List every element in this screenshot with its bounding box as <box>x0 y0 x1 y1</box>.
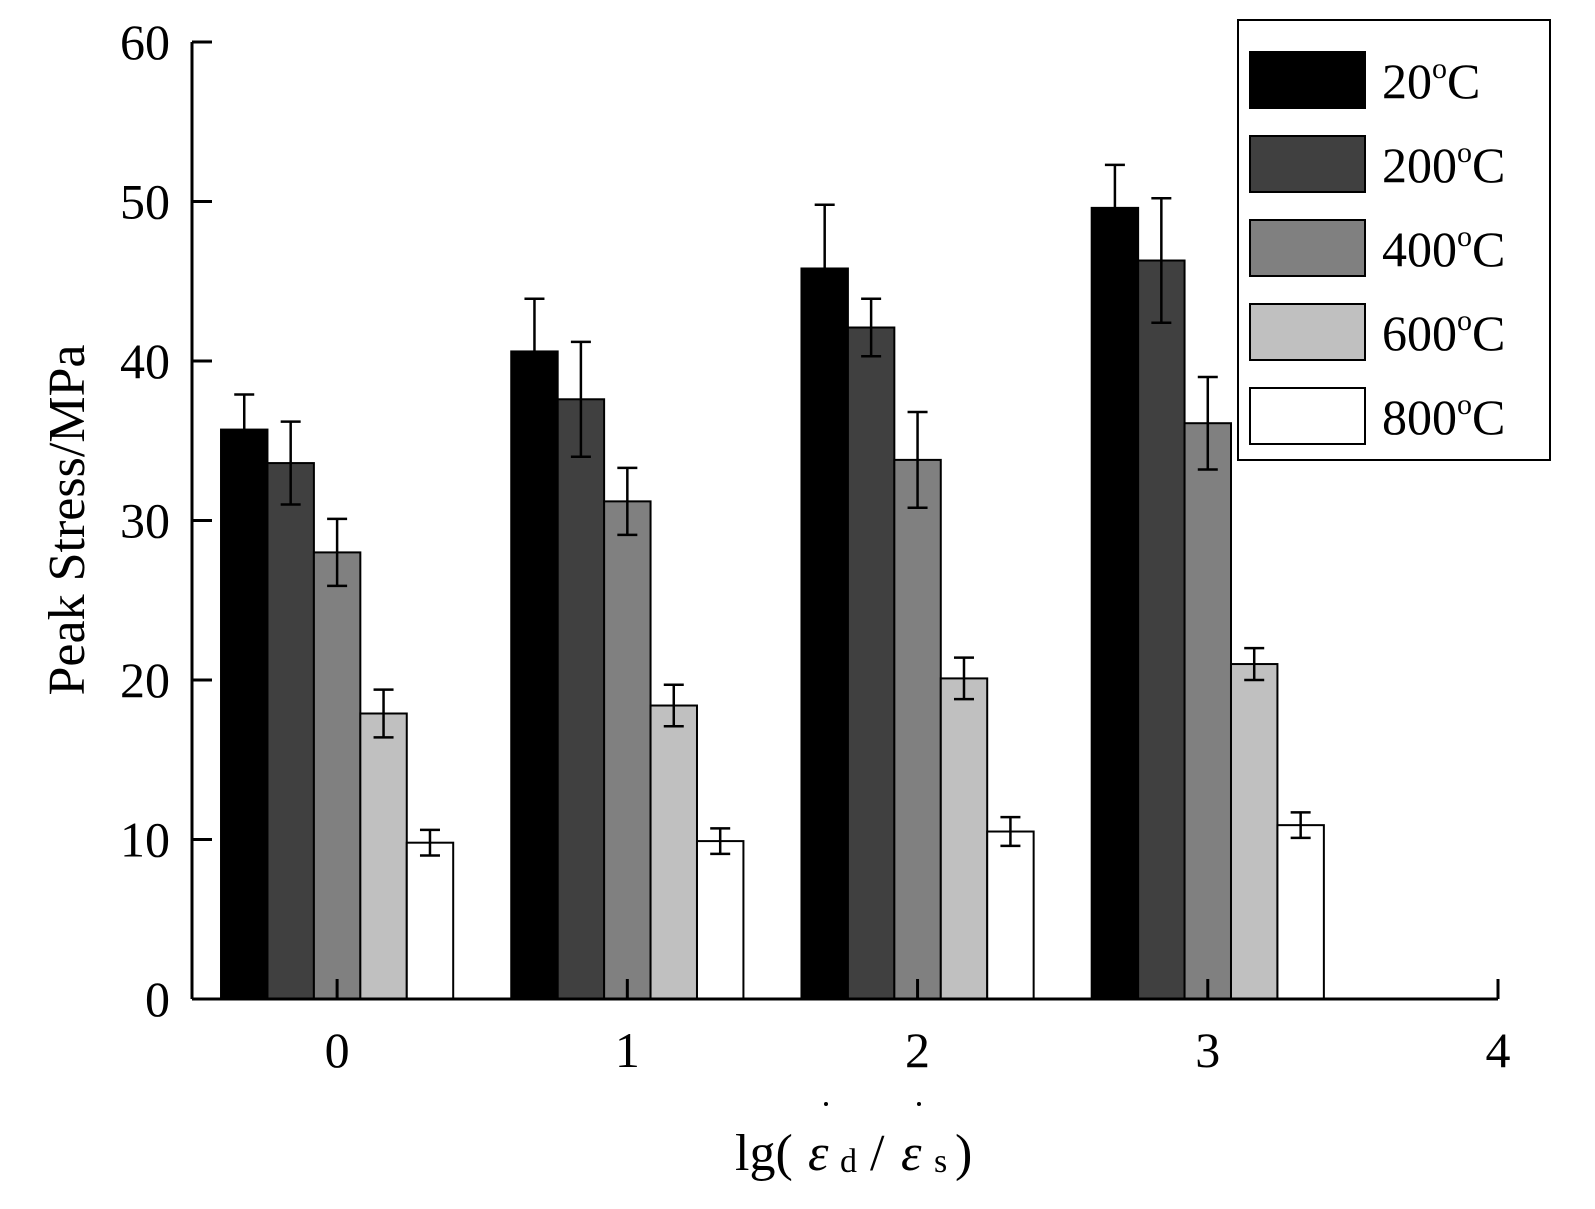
error-bar-200-2 <box>861 297 882 358</box>
error-bar-200-1 <box>570 340 591 458</box>
error-bar-800-2 <box>1000 815 1021 848</box>
bar-400-1 <box>603 500 652 1000</box>
bar-400-0 <box>312 551 362 1001</box>
x-label-denominator-symbol: ε <box>901 1125 922 1182</box>
error-bar-200-3 <box>1151 197 1172 324</box>
bar-400-2 <box>893 458 942 1000</box>
bar-20-1 <box>510 350 559 1000</box>
error-bar-400-3 <box>1197 375 1218 471</box>
error-bar-800-3 <box>1290 811 1311 840</box>
y-axis-label: Peak Stress/MPa <box>39 345 96 696</box>
error-bar-20-1 <box>524 297 545 406</box>
y-tick-label-30: 30 <box>120 493 170 549</box>
error-bar-400-2 <box>907 410 928 509</box>
legend-label-200: 200oC <box>1382 136 1505 193</box>
y-tick-label-0: 0 <box>145 971 170 1027</box>
error-bar-600-3 <box>1244 646 1265 682</box>
y-tick-label-10: 10 <box>120 812 170 868</box>
bar-800-1 <box>695 840 745 1000</box>
error-bar-600-2 <box>953 656 974 701</box>
bar-600-3 <box>1229 663 1279 1000</box>
x-tick-label-4: 4 <box>1486 1022 1511 1078</box>
bar-20-3 <box>1090 206 1140 1000</box>
legend-swatch-400 <box>1249 219 1366 277</box>
x-label-numerator-dot <box>824 1102 828 1106</box>
error-bar-200-0 <box>280 420 301 506</box>
bar-20-0 <box>220 428 269 1000</box>
x-axis-label: lg( ε d / ε s ) <box>735 1102 972 1182</box>
legend-label-800: 800oC <box>1382 388 1505 445</box>
x-label-denominator-subscript: s <box>934 1143 947 1180</box>
legend: 20oC 200oC 400oC 600oC 800oC <box>1237 19 1551 461</box>
x-tick-label-2: 2 <box>905 1022 930 1078</box>
y-tick-label-40: 40 <box>120 333 170 389</box>
y-tick-label-50: 50 <box>120 174 170 230</box>
y-tick-label-20: 20 <box>120 652 170 708</box>
x-tick-label-1: 1 <box>615 1022 640 1078</box>
error-bar-20-0 <box>234 393 255 466</box>
error-bar-600-0 <box>373 688 394 739</box>
error-bar-800-1 <box>710 827 731 856</box>
x-label-numerator-symbol: ε <box>808 1125 829 1182</box>
x-label-suffix: ) <box>955 1125 972 1182</box>
x-label-separator: / <box>870 1125 885 1182</box>
error-bars-layer <box>234 163 1311 857</box>
x-label-denominator-dot <box>917 1102 921 1106</box>
bar-200-0 <box>266 462 315 1000</box>
error-bar-400-0 <box>327 517 348 588</box>
legend-swatch-200 <box>1249 135 1366 193</box>
legend-label-400: 400oC <box>1382 220 1505 277</box>
bar-600-0 <box>359 712 408 1000</box>
bar-200-1 <box>556 398 606 1000</box>
bar-800-0 <box>405 841 455 1000</box>
error-bar-400-1 <box>617 466 638 537</box>
x-tick-label-3: 3 <box>1195 1022 1220 1078</box>
bar-800-2 <box>986 830 1035 1001</box>
x-ticks: 0 1 2 3 4 <box>325 979 1511 1078</box>
bar-800-3 <box>1276 824 1325 1001</box>
bar-200-2 <box>846 326 896 1000</box>
y-tick-label-60: 60 <box>120 14 170 70</box>
x-tick-label-0: 0 <box>325 1022 350 1078</box>
bar-600-2 <box>939 677 989 1001</box>
x-label-prefix: lg( <box>735 1125 793 1182</box>
bar-20-2 <box>800 267 849 1000</box>
error-bar-600-1 <box>663 683 684 728</box>
bar-200-3 <box>1137 259 1186 1000</box>
bar-400-3 <box>1183 422 1232 1000</box>
legend-swatch-800 <box>1249 387 1366 445</box>
bar-600-1 <box>649 704 698 1001</box>
legend-label-20: 20oC <box>1382 52 1480 109</box>
bars-layer <box>220 206 1325 1001</box>
error-bar-20-3 <box>1104 163 1125 253</box>
legend-label-600: 600oC <box>1382 304 1505 361</box>
legend-swatch-600 <box>1249 303 1366 361</box>
error-bar-20-2 <box>814 203 835 334</box>
error-bar-800-0 <box>419 828 440 857</box>
x-label-numerator-subscript: d <box>840 1143 857 1180</box>
y-ticks: 0 10 20 30 40 50 60 <box>120 14 212 1027</box>
legend-swatch-20 <box>1249 51 1366 109</box>
